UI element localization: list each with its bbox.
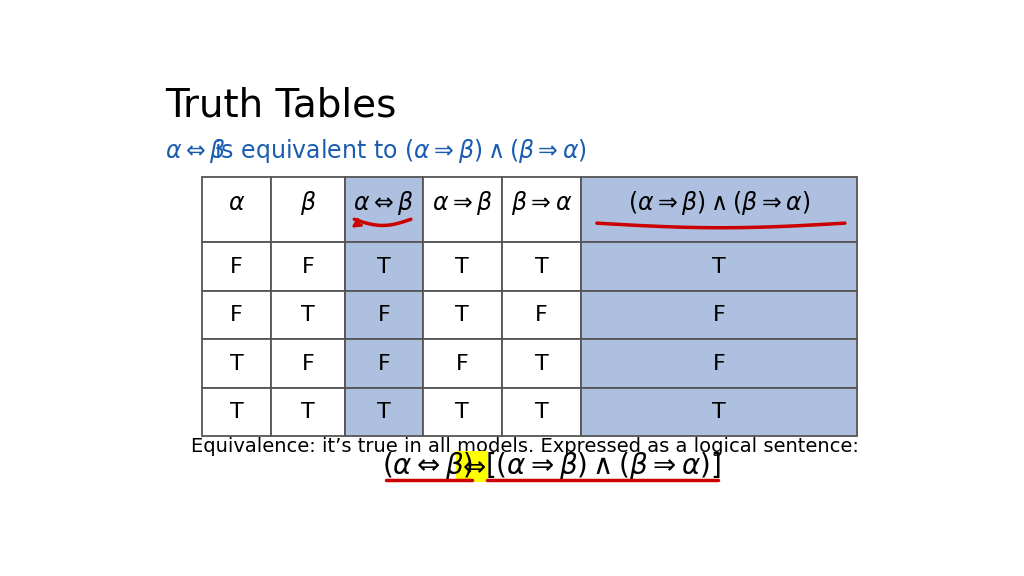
Text: T: T (455, 257, 469, 276)
Bar (582, 242, 856, 291)
Bar (582, 339, 856, 388)
Text: F: F (713, 354, 725, 374)
Bar (502, 388, 582, 437)
Text: T: T (455, 305, 469, 325)
Text: Equivalence: it’s true in all models. Expressed as a logical sentence:: Equivalence: it’s true in all models. Ex… (190, 437, 859, 456)
Text: F: F (713, 305, 725, 325)
Bar (502, 291, 582, 339)
Text: T: T (377, 402, 390, 422)
Text: Truth Tables: Truth Tables (165, 86, 396, 124)
Text: F: F (378, 354, 390, 374)
Text: F: F (302, 257, 314, 276)
Bar (502, 177, 582, 242)
Bar (202, 177, 271, 242)
Text: T: T (377, 257, 390, 276)
Text: F: F (230, 257, 243, 276)
Bar (423, 388, 502, 437)
Bar (202, 388, 271, 437)
Bar (582, 291, 856, 339)
Bar (345, 291, 423, 339)
Text: T: T (712, 257, 726, 276)
Text: T: T (301, 305, 315, 325)
Text: T: T (535, 354, 548, 374)
Bar (582, 177, 856, 242)
Bar (345, 242, 423, 291)
Text: F: F (230, 305, 243, 325)
Text: $\beta$: $\beta$ (300, 190, 316, 218)
Text: F: F (302, 354, 314, 374)
Text: $\Leftrightarrow$: $\Leftrightarrow$ (458, 452, 486, 480)
Text: $\alpha$: $\alpha$ (228, 191, 245, 215)
Text: $\alpha \Leftrightarrow \beta$: $\alpha \Leftrightarrow \beta$ (353, 190, 415, 218)
Text: T: T (535, 257, 548, 276)
Bar (423, 339, 502, 388)
Text: $\alpha \Leftrightarrow \beta$: $\alpha \Leftrightarrow \beta$ (165, 137, 226, 165)
Text: $\alpha \Rightarrow \beta$: $\alpha \Rightarrow \beta$ (431, 190, 493, 218)
Bar (202, 339, 271, 388)
Bar (345, 388, 423, 437)
Text: T: T (535, 402, 548, 422)
Bar (423, 291, 502, 339)
Bar (271, 242, 345, 291)
Bar (202, 242, 271, 291)
Bar (345, 177, 423, 242)
Text: $ \mathrm{is\ equivalent\ to}\ (\alpha \Rightarrow \beta) \wedge (\beta \Rightar: $ \mathrm{is\ equivalent\ to}\ (\alpha \… (214, 137, 587, 165)
Bar (271, 177, 345, 242)
Bar (423, 177, 502, 242)
Bar (271, 339, 345, 388)
Bar (423, 242, 502, 291)
Text: T: T (301, 402, 315, 422)
Bar (582, 388, 856, 437)
Bar (271, 388, 345, 437)
Bar (502, 242, 582, 291)
Text: $[(\alpha \Rightarrow \beta) \wedge (\beta \Rightarrow \alpha)]$: $[(\alpha \Rightarrow \beta) \wedge (\be… (484, 450, 721, 483)
Text: $\beta \Rightarrow \alpha$: $\beta \Rightarrow \alpha$ (511, 190, 572, 218)
Text: $(\alpha\Rightarrow\beta) \wedge (\beta\Rightarrow\alpha)$: $(\alpha\Rightarrow\beta) \wedge (\beta\… (628, 190, 810, 218)
Bar (345, 339, 423, 388)
Bar (202, 291, 271, 339)
Text: T: T (229, 402, 244, 422)
Text: F: F (456, 354, 468, 374)
Text: T: T (712, 402, 726, 422)
Bar (502, 339, 582, 388)
Bar (456, 451, 488, 482)
Text: $(\alpha \Leftrightarrow \beta)$: $(\alpha \Leftrightarrow \beta)$ (382, 450, 473, 483)
Text: F: F (378, 305, 390, 325)
Bar (271, 291, 345, 339)
Text: T: T (455, 402, 469, 422)
Text: F: F (536, 305, 548, 325)
Text: T: T (229, 354, 244, 374)
